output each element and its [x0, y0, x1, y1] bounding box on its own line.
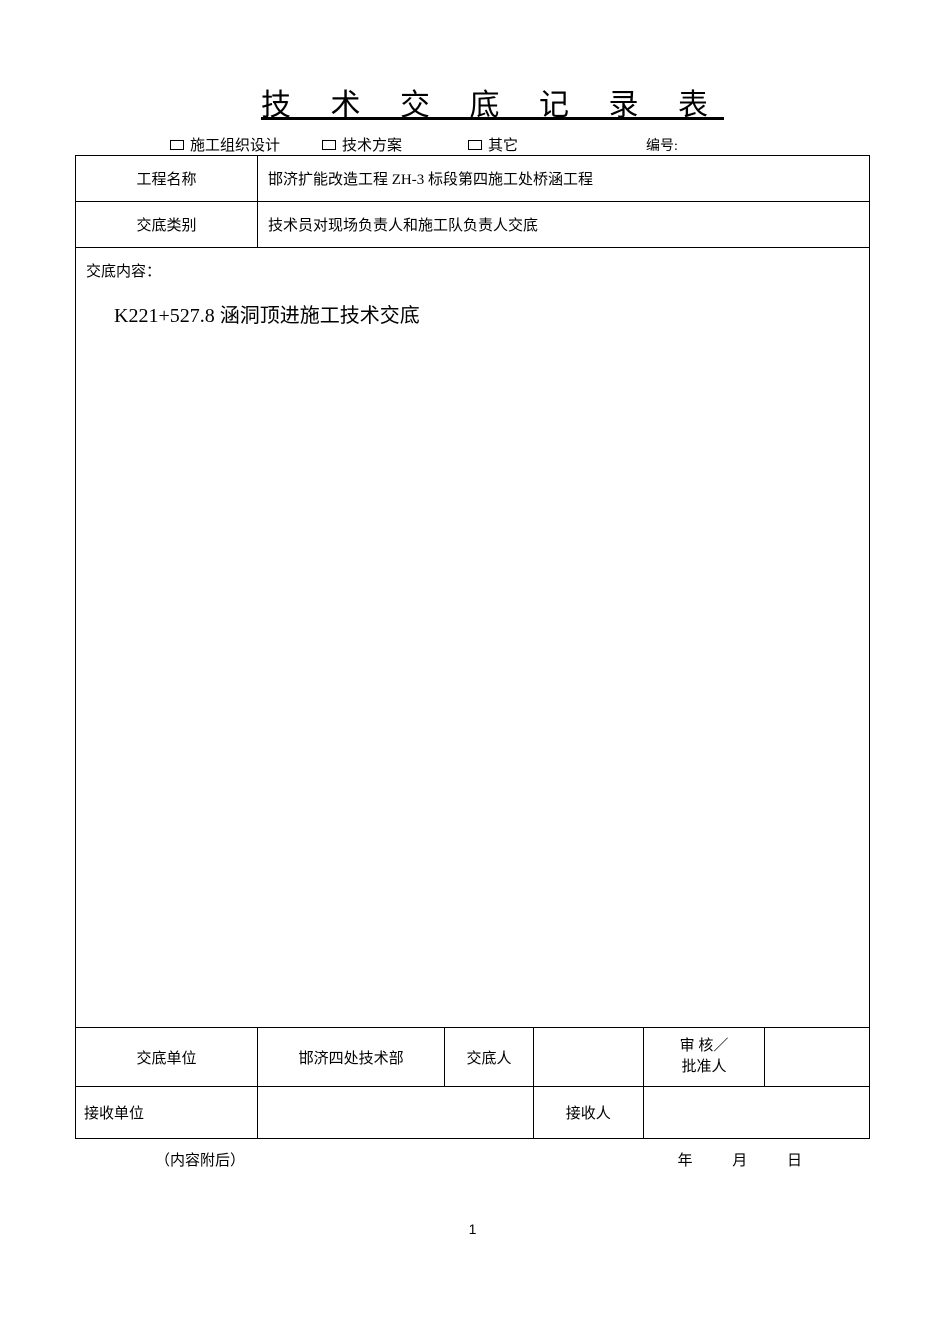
page-number: 1	[469, 1221, 477, 1237]
checkbox-box-icon	[468, 140, 482, 150]
main-table: 工程名称 邯济扩能改造工程 ZH-3 标段第四施工处桥涵工程 交底类别 技术员对…	[75, 155, 870, 1139]
table-row: 交底单位 邯济四处技术部 交底人 审 核／ 批准人	[76, 1028, 870, 1087]
approver-label-line1: 审 核／	[654, 1036, 754, 1057]
appendix-note: （内容附后）	[155, 1149, 245, 1170]
checkbox-opt2: 技术方案	[322, 134, 402, 155]
receive-person-label: 接收人	[533, 1087, 643, 1139]
content-row: 交底内容： K221+527.8 涵洞顶进施工技术交底	[76, 248, 870, 1028]
checkbox-opt1: 施工组织设计	[170, 134, 280, 155]
checkbox-opt3: 其它	[468, 134, 518, 155]
receive-unit-label: 接收单位	[76, 1087, 258, 1139]
disclosure-unit-label: 交底单位	[76, 1028, 258, 1087]
bottom-notes: （内容附后） 年 月 日	[75, 1139, 870, 1170]
day-label: 日	[787, 1153, 804, 1169]
content-label: 交底内容：	[86, 260, 859, 281]
disclosure-person-label: 交底人	[445, 1028, 533, 1087]
document-title: 技 术 交 底 记 录 表	[75, 80, 870, 124]
serial-number-label: 编号:	[646, 135, 678, 155]
date-section: 年 月 日	[661, 1149, 820, 1170]
month-label: 月	[732, 1153, 749, 1169]
page-container: 技 术 交 底 记 录 表 施工组织设计 技术方案 其它 编号: 工程名称 邯济…	[75, 80, 870, 1297]
year-label: 年	[677, 1153, 694, 1169]
checkbox-row: 施工组织设计 技术方案 其它 编号:	[75, 134, 870, 155]
approver-label: 审 核／ 批准人	[643, 1028, 764, 1087]
content-title: K221+527.8 涵洞顶进施工技术交底	[114, 299, 859, 328]
disclosure-type-value: 技术员对现场负责人和施工队负责人交底	[257, 202, 869, 248]
table-row: 交底类别 技术员对现场负责人和施工队负责人交底	[76, 202, 870, 248]
table-row: 工程名称 邯济扩能改造工程 ZH-3 标段第四施工处桥涵工程	[76, 156, 870, 202]
checkbox-box-icon	[322, 140, 336, 150]
content-cell: 交底内容： K221+527.8 涵洞顶进施工技术交底	[76, 248, 870, 1028]
checkbox-label-2: 技术方案	[342, 134, 402, 155]
disclosure-type-label: 交底类别	[76, 202, 258, 248]
disclosure-unit-value: 邯济四处技术部	[257, 1028, 444, 1087]
project-name-value: 邯济扩能改造工程 ZH-3 标段第四施工处桥涵工程	[257, 156, 869, 202]
disclosure-person-value	[533, 1028, 643, 1087]
checkbox-box-icon	[170, 140, 184, 150]
approver-label-line2: 批准人	[654, 1057, 754, 1078]
checkbox-label-1: 施工组织设计	[190, 134, 280, 155]
approver-value	[765, 1028, 870, 1087]
project-name-label: 工程名称	[76, 156, 258, 202]
receive-person-value	[643, 1087, 869, 1139]
receive-unit-value	[257, 1087, 533, 1139]
table-row: 接收单位 接收人	[76, 1087, 870, 1139]
checkbox-label-3: 其它	[488, 134, 518, 155]
